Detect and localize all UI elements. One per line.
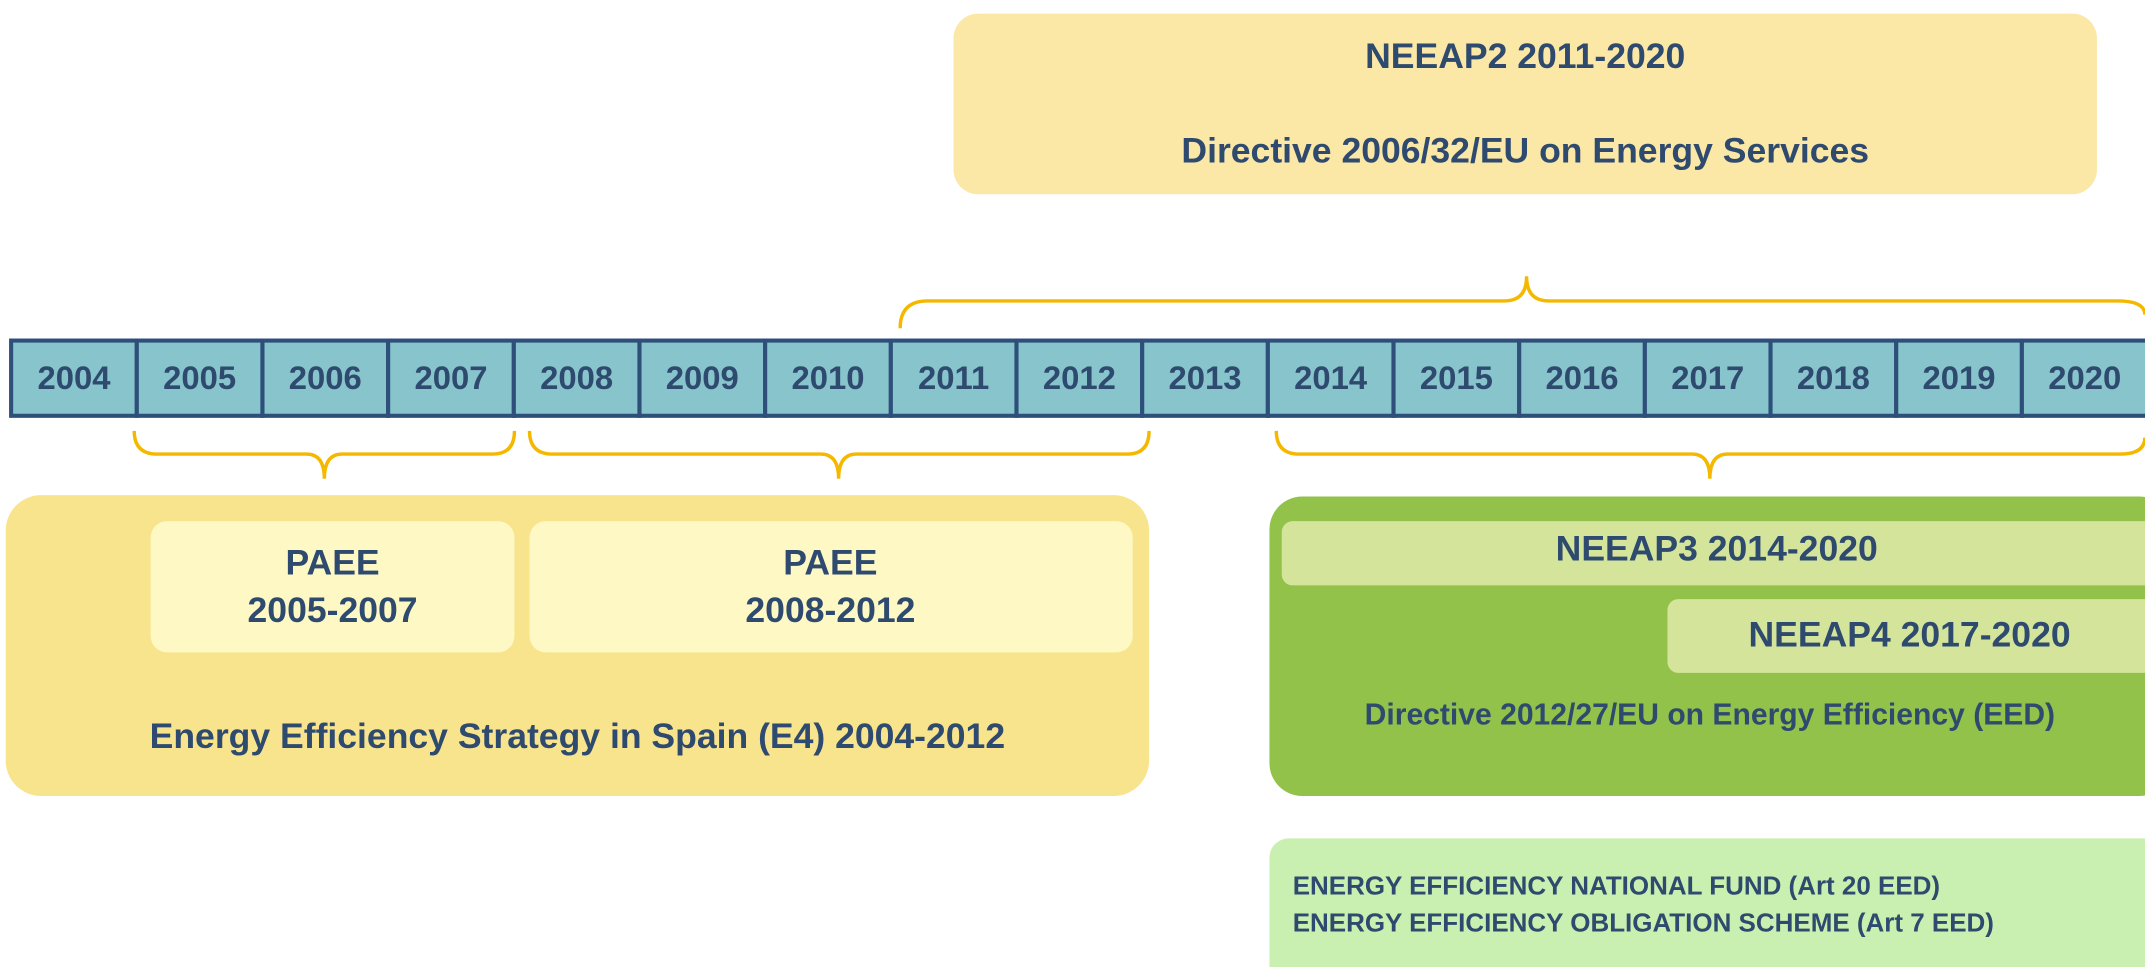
year-cell — [1768, 338, 1899, 418]
year-cell — [1014, 338, 1145, 418]
neeap4-label: NEEAP4 2017-2020 — [1749, 615, 2071, 655]
paee-box — [529, 521, 1133, 653]
instrument: ENERGY EFFICIENCY OBLIGATION SCHEME (Art… — [1293, 907, 1994, 937]
year-label: 2012 — [1043, 359, 1116, 396]
year-label: 2016 — [1546, 359, 1619, 396]
brace — [898, 276, 2145, 329]
year-label: 2006 — [289, 359, 362, 396]
year-label: 2011 — [918, 359, 989, 396]
instrument: ENERGY EFFICIENCY NATIONAL FUND (Art 20 … — [1293, 871, 1940, 901]
year-label: 2019 — [1923, 359, 1996, 396]
neeap2-subtitle: Directive 2006/32/EU on Energy Services — [1181, 131, 1869, 171]
year-cell — [1642, 338, 1773, 418]
year-label: 2017 — [1671, 359, 1744, 396]
year-cell — [763, 338, 893, 418]
year-label: 2018 — [1797, 359, 1870, 396]
year-cell — [1391, 338, 1522, 418]
paee-period: 2008-2012 — [745, 590, 915, 630]
year-cell — [134, 338, 265, 418]
year-label: 2007 — [414, 359, 487, 396]
year-cell — [2019, 338, 2145, 418]
neeap2-box — [953, 13, 2097, 195]
year-cell — [637, 338, 768, 418]
paee-label: PAEE — [285, 542, 379, 582]
year-label: 2014 — [1294, 359, 1368, 396]
year-cell — [1265, 338, 1396, 418]
instruments-box — [1269, 838, 2145, 967]
paee-label: PAEE — [783, 542, 877, 582]
year-cell — [1517, 338, 1647, 418]
neeap3-bar — [1281, 521, 2145, 586]
year-label: 2010 — [791, 359, 864, 396]
brace — [1274, 430, 2145, 479]
year-label: 2013 — [1169, 359, 1242, 396]
year-label: 2020 — [2048, 359, 2121, 396]
year-label: 2005 — [163, 359, 236, 396]
year-label: 2015 — [1420, 359, 1493, 396]
year-cell — [511, 338, 642, 418]
neeap2-title: NEEAP2 2011-2020 — [1365, 36, 1685, 76]
neeap4-bar — [1667, 599, 2145, 673]
timeline: 2004 2005 2006 2007 2008 2009 2010 2011 2012 2013… — [9, 338, 2145, 418]
eed-label: Directive 2012/27/EU on Energy Efficienc… — [1365, 699, 2055, 732]
year-label: 2008 — [540, 359, 613, 396]
year-label: 2009 — [666, 359, 739, 396]
e4-label: Energy Efficiency Strategy in Spain (E4)… — [150, 716, 1005, 756]
brace — [132, 430, 517, 479]
year-cell — [1140, 338, 1270, 418]
brace — [527, 430, 1151, 479]
year-label: 2004 — [37, 359, 111, 396]
paee-box — [150, 521, 515, 653]
neeap3-label: NEEAP3 2014-2020 — [1556, 529, 1878, 569]
paee-period: 2005-2007 — [248, 590, 418, 630]
